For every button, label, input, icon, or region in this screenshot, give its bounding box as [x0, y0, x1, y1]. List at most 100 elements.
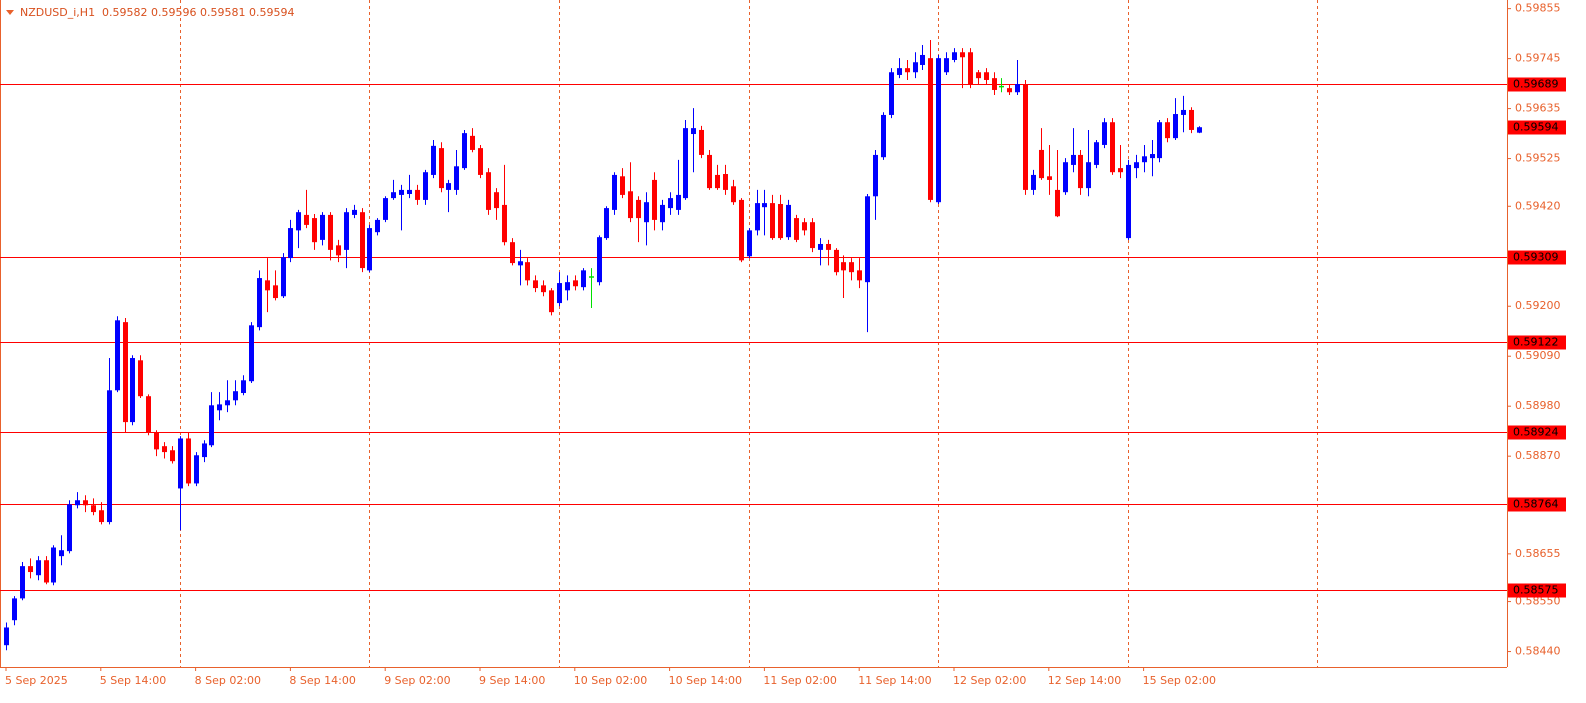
candle-body	[699, 129, 704, 155]
y-tick-label: 0.59855	[1515, 2, 1561, 15]
candle-body	[1071, 154, 1076, 165]
candle-body	[20, 566, 25, 599]
candle-body	[486, 172, 491, 210]
x-tick-label: 12 Sep 14:00	[1048, 674, 1121, 687]
candle-body	[1126, 164, 1131, 239]
candle-body	[1086, 162, 1091, 189]
level-label-box	[1508, 335, 1566, 350]
candle-body	[944, 58, 949, 73]
candle-body	[241, 380, 246, 394]
candle-body	[707, 154, 712, 189]
level-label: 0.59689	[1513, 78, 1559, 91]
candle-body	[360, 212, 365, 269]
candle-body	[296, 212, 301, 231]
candle-body	[154, 432, 159, 450]
candle-body	[249, 325, 254, 382]
candle-body	[391, 192, 396, 199]
x-tick-label: 9 Sep 14:00	[479, 674, 545, 687]
candle-body	[905, 68, 910, 73]
candle-body	[281, 257, 286, 297]
candle-body	[1150, 154, 1155, 159]
candle-body	[652, 179, 657, 220]
level-label-box	[1508, 77, 1566, 92]
candle-body	[1015, 84, 1020, 93]
collapse-triangle[interactable]	[6, 10, 14, 15]
candle-body	[589, 276, 594, 278]
candle-body	[992, 78, 997, 90]
candle-body	[399, 189, 404, 195]
candle-body	[462, 133, 467, 169]
candle-body	[691, 128, 696, 135]
candle-body	[960, 52, 965, 58]
x-tick-label: 5 Sep 14:00	[100, 674, 166, 687]
candle-body	[67, 504, 72, 552]
candle-body	[581, 270, 586, 288]
candle-body	[636, 199, 641, 219]
candle-body	[668, 198, 673, 209]
y-tick-label: 0.58870	[1515, 449, 1561, 462]
x-tick-label: 11 Sep 14:00	[858, 674, 931, 687]
candle-body	[130, 358, 135, 423]
y-tick-label: 0.59090	[1515, 349, 1561, 362]
candle-body	[984, 72, 989, 80]
level-label-box	[1508, 250, 1566, 265]
candle-body	[59, 550, 64, 557]
candle-body	[510, 242, 515, 264]
candle-body	[1189, 109, 1194, 130]
candle-body	[770, 203, 775, 239]
candle-body	[1031, 174, 1036, 190]
candle-body	[288, 228, 293, 259]
candle-body	[431, 145, 436, 175]
candle-body	[936, 58, 941, 203]
level-label: 0.58764	[1513, 498, 1559, 511]
candle-body	[407, 189, 412, 195]
candle-body	[28, 566, 33, 573]
candle-body	[525, 262, 530, 281]
candle-body	[1118, 168, 1123, 173]
candle-body	[75, 500, 80, 506]
candle-body	[565, 282, 570, 291]
candle-body	[1181, 109, 1186, 115]
candle-body	[834, 249, 839, 273]
candle-body	[91, 505, 96, 513]
candle-body	[968, 52, 973, 85]
candle-body	[1165, 122, 1170, 139]
candle-body	[660, 204, 665, 223]
level-label: 0.58575	[1513, 584, 1559, 597]
y-tick-label: 0.59420	[1515, 199, 1561, 212]
candle-body	[928, 58, 933, 200]
candle-body	[620, 176, 625, 195]
x-tick-label: 12 Sep 02:00	[953, 674, 1026, 687]
candle-body	[367, 228, 372, 271]
candle-body	[762, 203, 767, 208]
candle-body	[233, 391, 238, 401]
candle-body	[328, 214, 333, 250]
level-label: 0.59309	[1513, 251, 1559, 264]
candle-body	[1007, 88, 1012, 93]
candle-body	[1055, 189, 1060, 217]
candle-body	[51, 547, 56, 583]
candle-body	[1078, 154, 1083, 189]
candle-body	[502, 204, 507, 243]
candle-body	[731, 186, 736, 203]
candle-body	[644, 202, 649, 223]
x-tick-label: 11 Sep 02:00	[763, 674, 836, 687]
candle-body	[312, 218, 317, 243]
candle-body	[146, 396, 151, 433]
candle-body	[123, 322, 128, 423]
level-label-box	[1508, 497, 1566, 512]
candle-body	[209, 405, 214, 446]
candle-body	[794, 218, 799, 240]
x-tick-label: 9 Sep 02:00	[384, 674, 450, 687]
candle-body	[336, 245, 341, 256]
candle-body	[518, 261, 523, 266]
candle-body	[976, 72, 981, 79]
x-tick-label: 15 Sep 02:00	[1143, 674, 1216, 687]
candle-body	[44, 560, 49, 583]
candle-body	[138, 360, 143, 397]
candle-body	[470, 135, 475, 150]
candle-body	[115, 320, 120, 391]
